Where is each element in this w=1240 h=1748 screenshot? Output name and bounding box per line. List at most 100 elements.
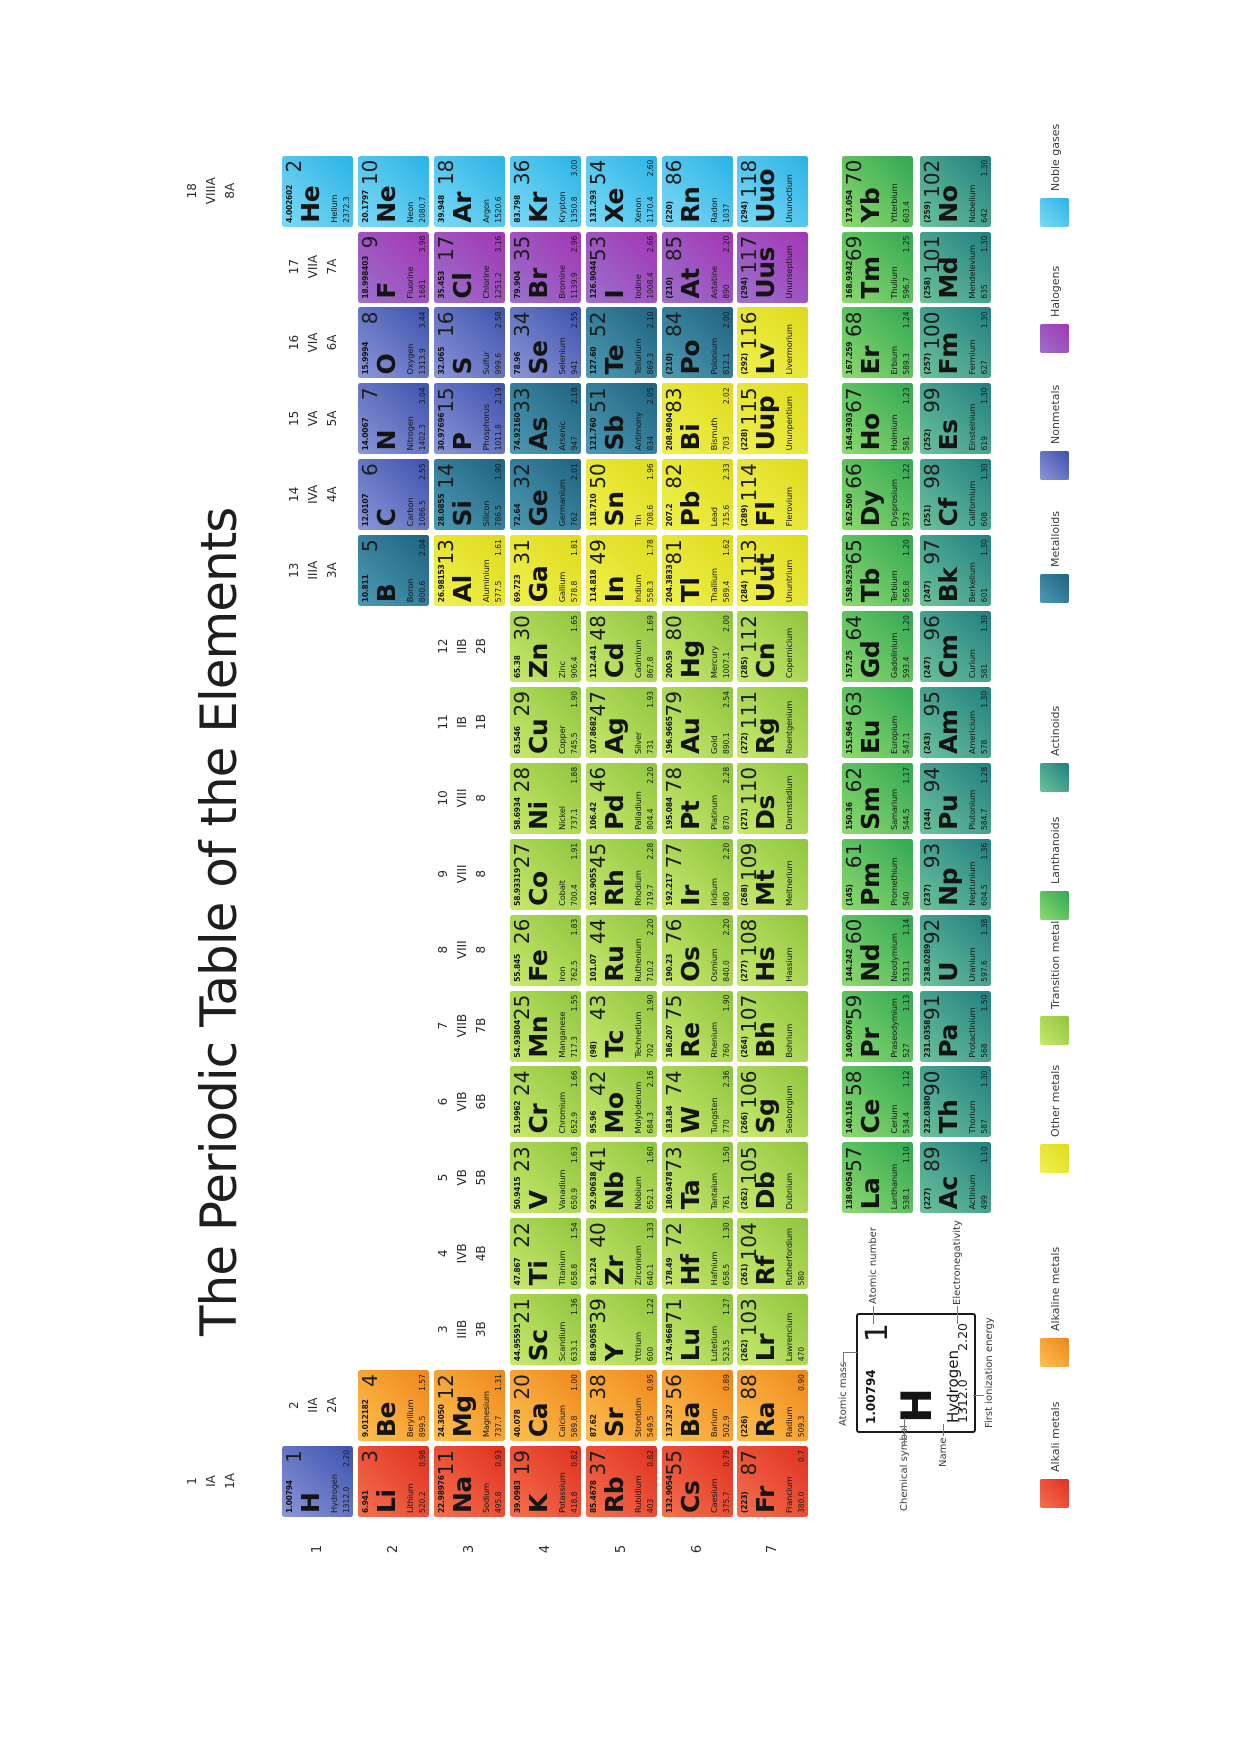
group-number: 16: [287, 334, 301, 351]
element-symbol: K: [523, 1494, 553, 1513]
atomic-mass: 6.941: [360, 1490, 370, 1513]
element-zr: 91.224 40 Zr Zirconium 640.1 1.33: [585, 1218, 657, 1290]
element-symbol: Au: [675, 717, 705, 754]
element-name: Silver: [632, 731, 643, 754]
element-name: Polonium: [708, 338, 719, 375]
atomic-mass: 58.6934: [512, 797, 522, 830]
ionization-energy: 558.3: [645, 580, 655, 603]
electronegativity: 1.78: [645, 539, 655, 556]
element-name: Fermium: [966, 339, 977, 375]
electronegativity: 1.90: [721, 994, 731, 1012]
electronegativity: 1.30: [979, 539, 989, 556]
element-name: Calcium: [556, 1405, 567, 1438]
element-symbol: Cr: [523, 1103, 553, 1134]
ionization-energy: 786.5: [493, 504, 503, 527]
atomic-mass: (284): [740, 580, 750, 603]
element-name: Neon: [404, 201, 415, 223]
group-old: 1B: [474, 714, 488, 730]
group-label-3: 3 IIIB 3B: [434, 1293, 491, 1365]
atomic-number: 52: [585, 311, 610, 337]
element-name: Magnesium: [480, 1391, 491, 1438]
legend-label: Halogens: [1049, 265, 1062, 317]
ionization-energy: 1402.3: [417, 424, 427, 451]
atomic-mass: 157.25: [845, 650, 854, 679]
electronegativity: 2.10: [645, 311, 655, 329]
element-mg: 24.3050 12 Mg Magnesium 737.7 1.31: [433, 1370, 505, 1442]
element-symbol: Eu: [856, 720, 885, 754]
group-old: 4B: [474, 1245, 488, 1262]
atomic-number: 30: [509, 615, 534, 641]
atomic-mass: 127.60: [588, 346, 598, 375]
element-symbol: Be: [371, 1402, 401, 1438]
element-name: Americium: [966, 711, 977, 754]
ionization-energy: 703: [721, 436, 731, 451]
atomic-number: 90: [919, 1070, 944, 1096]
legend-label: Alkaline metals: [1049, 1246, 1062, 1331]
electronegativity: 1.90: [569, 691, 579, 708]
element-symbol: Mn: [523, 1015, 553, 1058]
ionization-energy: 608: [979, 511, 989, 527]
group-cas: VIII: [455, 788, 469, 808]
atomic-mass: 79.904: [512, 270, 522, 299]
element-symbol: Bi: [675, 423, 705, 451]
electronegativity: 1.96: [645, 463, 655, 481]
metalloid-swatch: [1040, 574, 1069, 603]
element-ga: 69.723 31 Ga Gallium 578.8 1.81: [509, 535, 581, 607]
element-symbol: Ti: [523, 1260, 553, 1286]
atomic-number: 20: [509, 1374, 534, 1400]
ionization-energy: 581: [902, 436, 911, 451]
electronegativity: 0.82: [569, 1450, 579, 1467]
element-name: Titanium: [556, 1250, 567, 1286]
element-pt: 195.084 78 Pt Platinum 870 2.28: [661, 762, 733, 834]
atomic-number: 54: [585, 159, 610, 186]
ionization-energy: 1312.0: [342, 1486, 351, 1513]
ionization-energy: 700.4: [569, 884, 579, 906]
period-label-7: 7: [765, 1544, 781, 1554]
element-symbol: Db: [751, 1171, 781, 1210]
atomic-mass: 14.0067: [360, 417, 370, 451]
period-label-2: 2: [385, 1544, 401, 1554]
group-number: 17: [287, 258, 301, 275]
atomic-mass: 54.93804: [512, 1019, 522, 1058]
legend-label: Transition metals: [1049, 914, 1062, 1009]
group-label-13: 13 IIIA 3A: [285, 534, 342, 606]
group-number: 5: [436, 1173, 450, 1182]
element-f: 18.998403 9 F Fluorine 1681 3.98: [357, 231, 429, 303]
atomic-number: 92: [919, 918, 944, 945]
group-label-8: 8 VIII 8: [434, 914, 491, 986]
element-symbol: Ru: [599, 945, 629, 982]
element-symbol: Li: [371, 1489, 401, 1514]
atomic-number: 91: [919, 994, 944, 1021]
element-name: Radon: [708, 197, 719, 223]
atomic-number: 71: [661, 1298, 686, 1324]
ionization-energy: 684.3: [645, 1112, 655, 1134]
element-db: (262) 105 Db Dubnium: [737, 1142, 809, 1214]
ionization-energy: 604.5: [979, 884, 989, 906]
atomic-number: 5: [357, 539, 382, 552]
element-name: Palladium: [632, 791, 643, 830]
element-symbol: Mg: [447, 1395, 477, 1438]
atomic-number: 51: [585, 387, 610, 413]
atomic-number: 88: [737, 1374, 762, 1400]
element-er: 167.259 68 Er Erbium 589.3 1.24: [842, 307, 913, 379]
ionization-energy: 547.1: [902, 732, 911, 754]
group-old: 6B: [474, 1093, 488, 1110]
element-symbol: Ac: [933, 1176, 963, 1210]
ionization-energy: 717.3: [569, 1036, 579, 1058]
group-number: 14: [287, 486, 301, 502]
element-name: Einsteinium: [966, 403, 977, 451]
element-cn: (285) 112 Cn Copernicium: [737, 611, 809, 683]
atomic-mass: 55.845: [512, 953, 522, 982]
element-na: 22.98976 11 Na Sodium 495.8 0.93: [433, 1446, 505, 1517]
element-name: Arsenic: [556, 421, 567, 451]
element-name: Curium: [966, 649, 977, 679]
element-symbol: Nb: [599, 1171, 629, 1210]
example-electronegativity: 2.20: [955, 1323, 970, 1351]
atomic-number: 45: [585, 842, 610, 869]
element-ti: 47.867 22 Ti Titanium 658.8 1.54: [509, 1218, 581, 1290]
element-name: Seaborgium: [784, 1085, 795, 1134]
element-la: 138.9054 57 La Lanthanum 538.1 1.10: [842, 1142, 913, 1214]
atomic-number: 4: [357, 1374, 382, 1387]
electronegativity: 1.27: [721, 1298, 731, 1315]
element-name: Bromine: [556, 265, 567, 299]
